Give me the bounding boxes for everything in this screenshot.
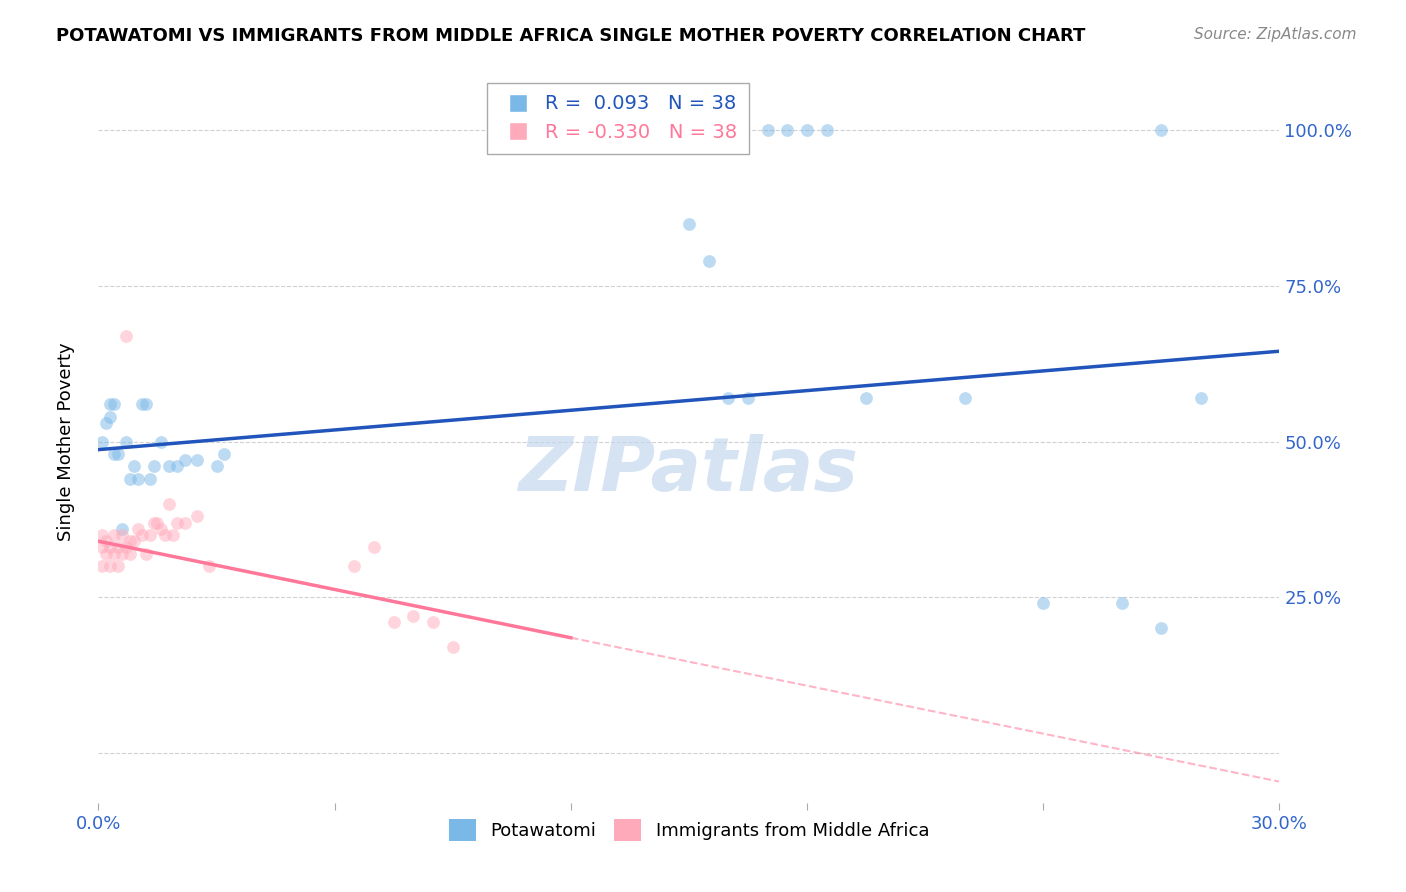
Point xyxy=(1032,597,1054,611)
Point xyxy=(697,253,720,268)
Point xyxy=(127,522,149,536)
Point xyxy=(166,459,188,474)
Point xyxy=(776,123,799,137)
Point xyxy=(402,609,425,624)
Point xyxy=(115,434,138,449)
Point xyxy=(118,547,141,561)
Point xyxy=(162,528,184,542)
Point xyxy=(441,640,464,654)
Point xyxy=(96,534,118,549)
Point xyxy=(91,541,114,555)
Point xyxy=(146,516,169,530)
Point xyxy=(174,516,197,530)
Point xyxy=(118,534,141,549)
Point xyxy=(115,328,138,343)
Point xyxy=(205,459,228,474)
Point xyxy=(150,522,173,536)
Text: POTAWATOMI VS IMMIGRANTS FROM MIDDLE AFRICA SINGLE MOTHER POVERTY CORRELATION CH: POTAWATOMI VS IMMIGRANTS FROM MIDDLE AFR… xyxy=(56,27,1085,45)
Point xyxy=(150,434,173,449)
Point xyxy=(186,509,208,524)
Point xyxy=(91,559,114,574)
Point xyxy=(122,534,145,549)
Point xyxy=(796,123,818,137)
Point xyxy=(174,453,197,467)
Point xyxy=(118,472,141,486)
Point xyxy=(815,123,838,137)
Point xyxy=(98,541,121,555)
Point xyxy=(122,459,145,474)
Point xyxy=(111,528,134,542)
Point xyxy=(111,547,134,561)
Point xyxy=(197,559,219,574)
Point xyxy=(103,397,125,411)
Legend: Potawatomi, Immigrants from Middle Africa: Potawatomi, Immigrants from Middle Afric… xyxy=(441,812,936,848)
Point xyxy=(157,459,180,474)
Point xyxy=(142,459,165,474)
Point xyxy=(107,559,129,574)
Point xyxy=(127,472,149,486)
Point xyxy=(103,547,125,561)
Point xyxy=(756,123,779,137)
Point xyxy=(678,217,700,231)
Point xyxy=(103,447,125,461)
Point xyxy=(98,559,121,574)
Point xyxy=(1150,621,1173,635)
Point xyxy=(1189,391,1212,405)
Y-axis label: Single Mother Poverty: Single Mother Poverty xyxy=(56,343,75,541)
Point xyxy=(131,397,153,411)
Point xyxy=(111,522,134,536)
Point xyxy=(138,528,160,542)
Point xyxy=(96,547,118,561)
Point xyxy=(166,516,188,530)
Point xyxy=(115,541,138,555)
Point xyxy=(1150,123,1173,137)
Point xyxy=(155,528,177,542)
Point xyxy=(953,391,976,405)
Point xyxy=(103,528,125,542)
Point xyxy=(1111,597,1133,611)
Point xyxy=(91,528,114,542)
Point xyxy=(107,447,129,461)
Point xyxy=(214,447,236,461)
Point xyxy=(96,416,118,430)
Point xyxy=(135,547,157,561)
Point xyxy=(91,434,114,449)
Point xyxy=(363,541,385,555)
Text: Source: ZipAtlas.com: Source: ZipAtlas.com xyxy=(1194,27,1357,42)
Point xyxy=(138,472,160,486)
Text: ZIPatlas: ZIPatlas xyxy=(519,434,859,507)
Point xyxy=(717,391,740,405)
Point xyxy=(737,391,759,405)
Point xyxy=(142,516,165,530)
Point xyxy=(98,397,121,411)
Point xyxy=(157,497,180,511)
Point xyxy=(382,615,405,630)
Point xyxy=(343,559,366,574)
Point xyxy=(98,409,121,424)
Point xyxy=(135,397,157,411)
Point xyxy=(186,453,208,467)
Point xyxy=(107,541,129,555)
Point xyxy=(422,615,444,630)
Point xyxy=(855,391,877,405)
Point xyxy=(131,528,153,542)
